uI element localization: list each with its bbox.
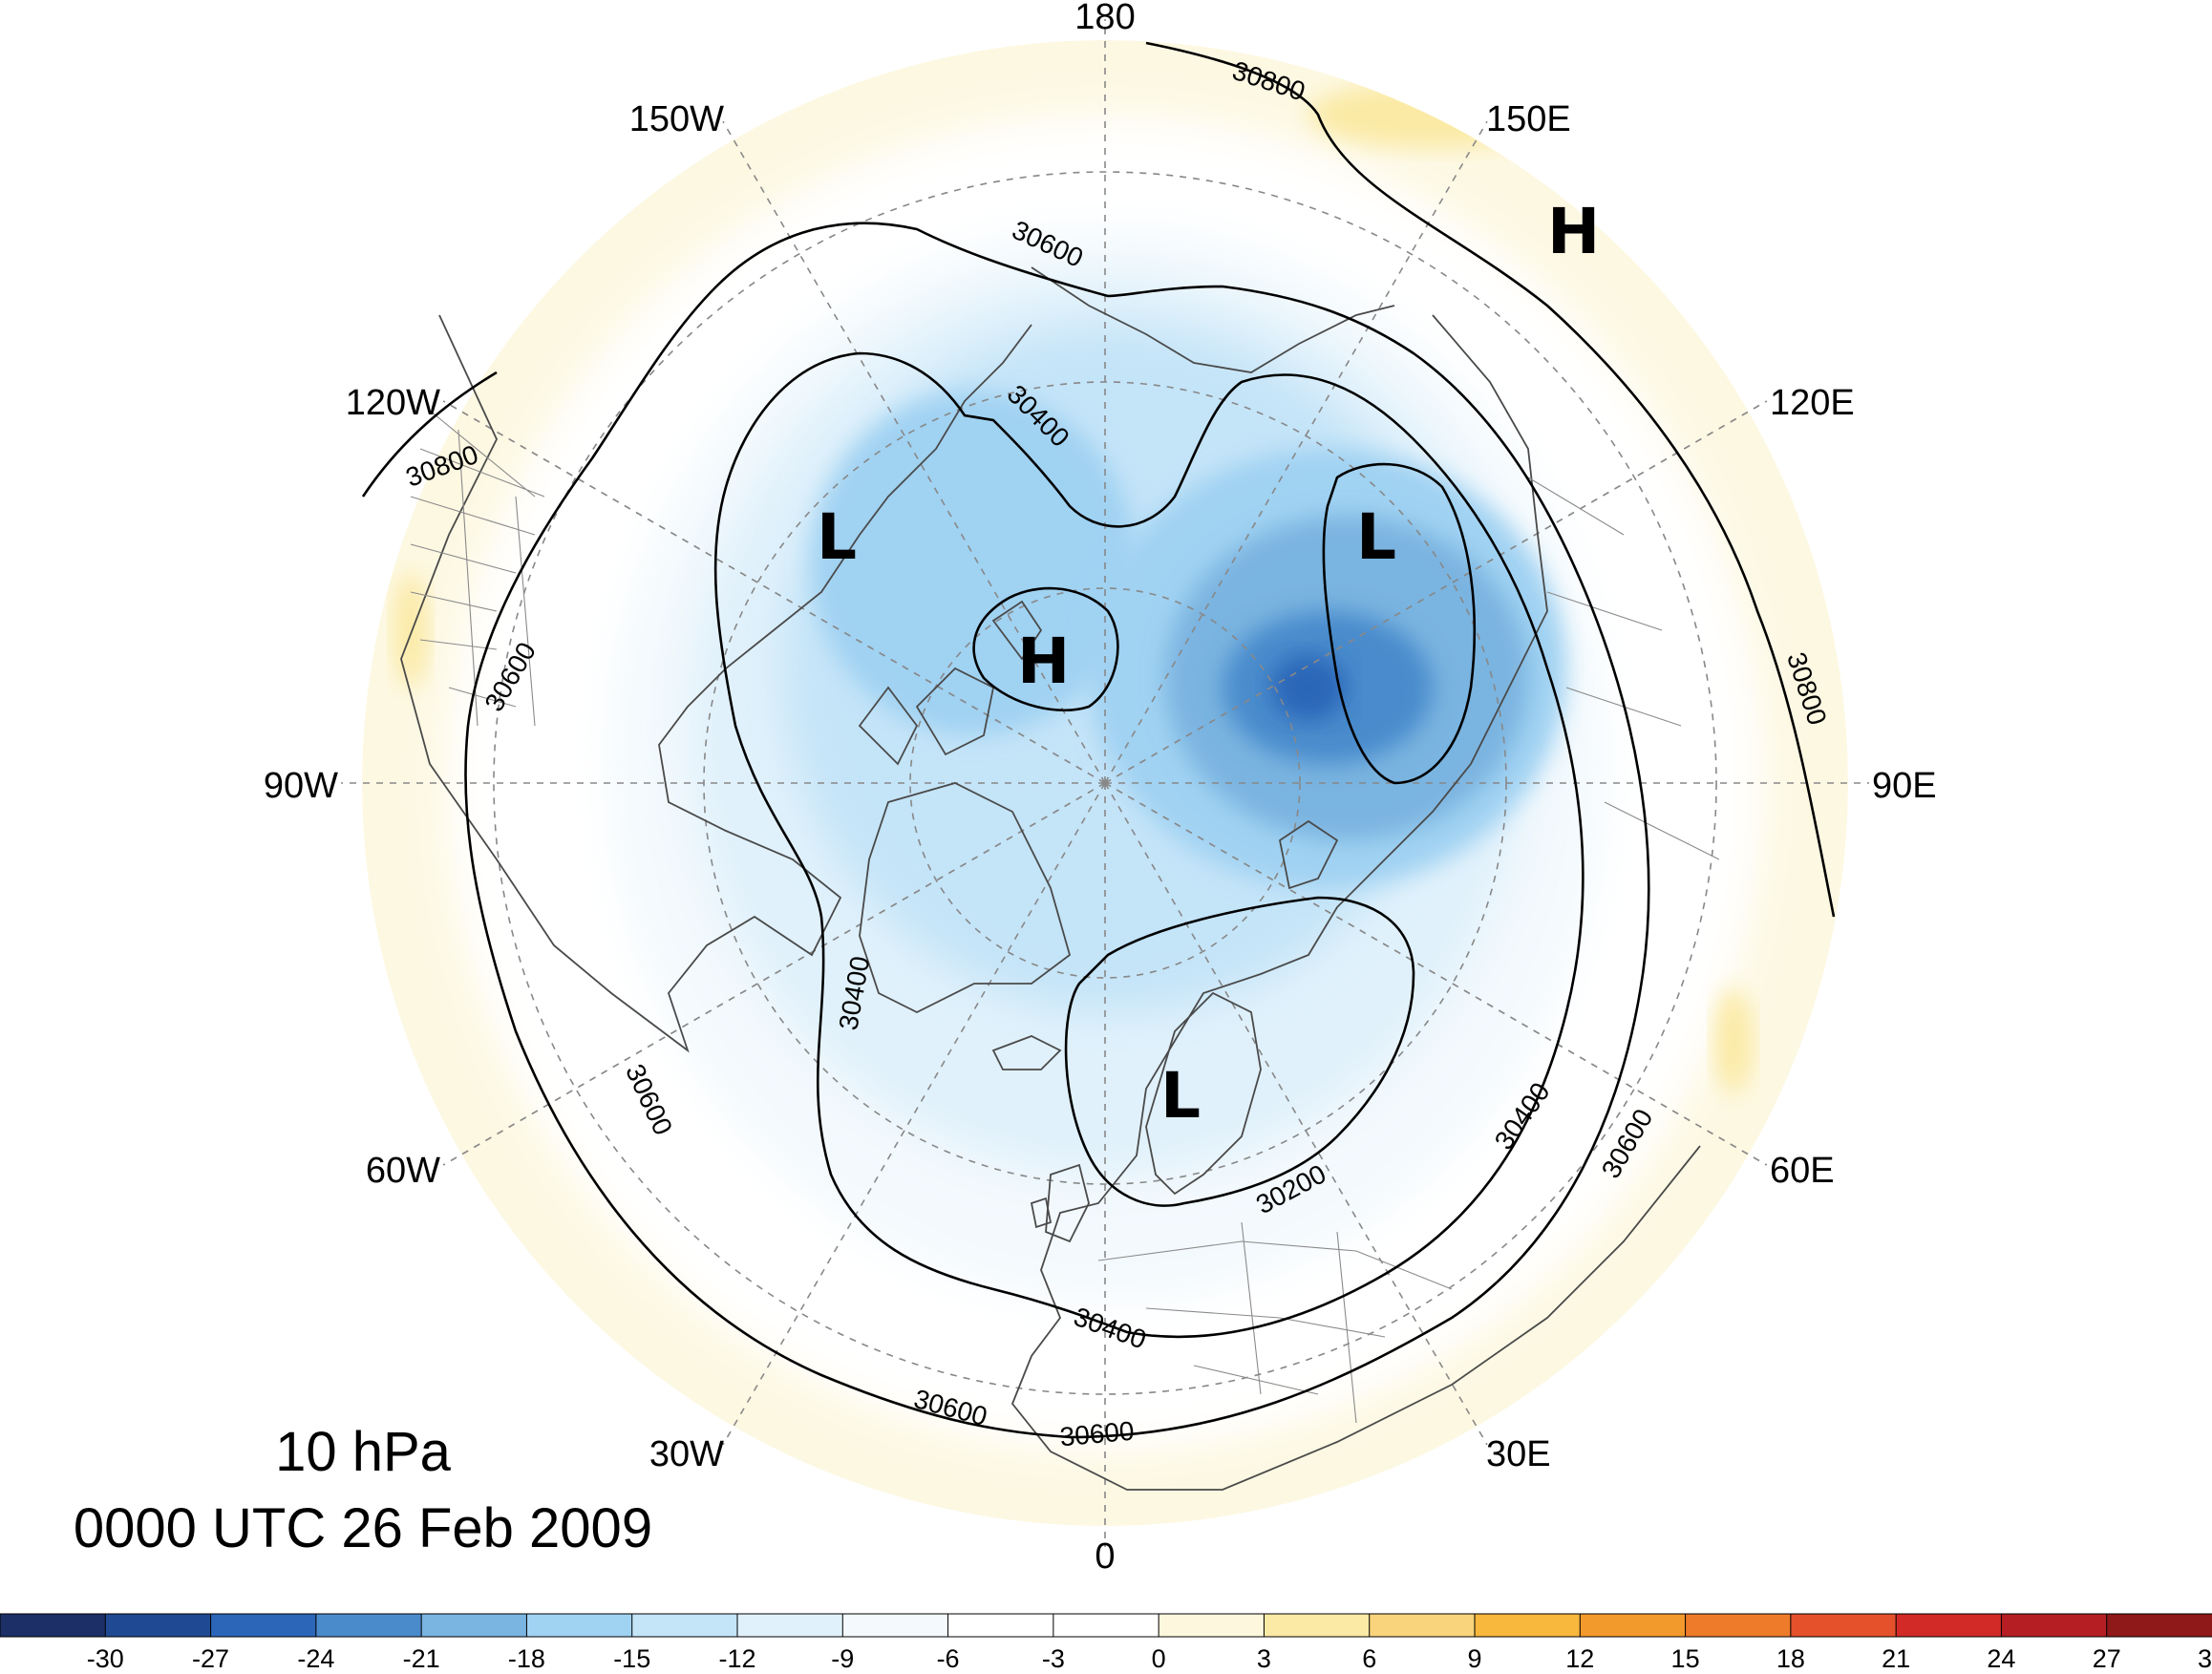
colorbar-tick-label: 3	[1257, 1644, 1271, 1673]
colorbar-swatch	[1263, 1613, 1371, 1638]
colorbar-swatch	[104, 1613, 212, 1638]
colorbar-tick-label: 24	[1987, 1644, 2015, 1673]
coastlines	[400, 266, 1701, 1491]
lon-label-90e: 90E	[1872, 766, 1937, 806]
colorbar-swatch	[1369, 1613, 1476, 1638]
colorbar-tick-label: 21	[1882, 1644, 1910, 1673]
colorbar-swatch	[2000, 1613, 2108, 1638]
colorbar-tick-label: 0	[1152, 1644, 1166, 1673]
colorbar-swatch	[1685, 1613, 1792, 1638]
lon-label-150w: 150W	[629, 99, 724, 139]
colorbar-tick-label: 9	[1467, 1644, 1481, 1673]
lon-label-0: 0	[1095, 1536, 1115, 1577]
pressure-center-low-alaska: L	[817, 500, 857, 574]
colorbar-tick-label: -15	[613, 1644, 650, 1673]
colorbar-swatch	[1790, 1613, 1898, 1638]
lon-label-60e: 60E	[1770, 1151, 1835, 1191]
colorbar-tick-label: 12	[1565, 1644, 1594, 1673]
colorbar-swatch	[315, 1613, 423, 1638]
lon-label-180: 180	[1074, 0, 1135, 37]
colorbar-swatch	[1474, 1613, 1582, 1638]
colorbar-swatch	[1053, 1613, 1160, 1638]
lon-label-30w: 30W	[649, 1434, 724, 1474]
contour-label: 30600	[1058, 1416, 1135, 1452]
north-pole-marker	[1101, 779, 1109, 787]
colorbar-swatch	[841, 1613, 949, 1638]
colorbar-swatch	[1895, 1613, 2003, 1638]
lon-label-90w: 90W	[264, 766, 338, 806]
colorbar-swatch	[736, 1613, 844, 1638]
colorbar-tick-label: -6	[937, 1644, 960, 1673]
colorbar-tick-label: -24	[297, 1644, 334, 1673]
colorbar: -30 -27 -24 -21 -18 -15 -12 -9 -6 -3 0 3 6 9 12 15 18 21 2…	[0, 1613, 2212, 1673]
pressure-center-high-arctic: H	[1017, 625, 1070, 698]
colorbar-tick-label: 6	[1362, 1644, 1376, 1673]
colorbar-tick-label: -3	[1042, 1644, 1065, 1673]
longitude-labels: 180 150E 120E 90E 60E 30E 0 30W 60W 90W …	[264, 0, 1937, 1577]
pressure-centers: H L H L L	[817, 195, 1600, 1133]
colorbar-swatch	[631, 1613, 739, 1638]
colorbar-swatch	[420, 1613, 528, 1638]
height-contours	[361, 41, 1836, 1439]
pressure-center-low-scandinavia: L	[1160, 1059, 1201, 1133]
lon-label-120e: 120E	[1770, 383, 1855, 423]
colorbar-swatch	[1579, 1613, 1687, 1638]
colorbar-tick-label: -12	[718, 1644, 755, 1673]
colorbar-swatch	[210, 1613, 317, 1638]
lon-label-30e: 30E	[1486, 1434, 1551, 1474]
colorbar-tick-label: -30	[87, 1644, 124, 1673]
colorbar-tick-label: -18	[508, 1644, 545, 1673]
colorbar-swatch	[0, 1613, 107, 1638]
colorbar-swatch	[525, 1613, 633, 1638]
colorbar-swatch	[2106, 1613, 2212, 1638]
lon-label-60w: 60W	[366, 1151, 440, 1191]
pressure-level-title: 10 hPa	[275, 1421, 452, 1483]
political-boundaries	[410, 410, 1720, 1424]
lon-label-120w: 120W	[346, 383, 440, 423]
colorbar-tick-label: 27	[2093, 1644, 2121, 1673]
colorbar-tick-label: 15	[1671, 1644, 1700, 1673]
colorbar-tick-label: -21	[403, 1644, 440, 1673]
lon-label-150e: 150E	[1486, 99, 1571, 139]
pressure-center-low-siberia: L	[1356, 500, 1396, 574]
colorbar-swatch	[947, 1613, 1054, 1638]
colorbar-tick-label: 30	[2198, 1644, 2212, 1673]
colorbar-swatch	[1158, 1613, 1266, 1638]
colorbar-tick-label: -27	[192, 1644, 229, 1673]
pressure-center-high-east-siberia: H	[1547, 195, 1600, 268]
colorbar-tick-label: -9	[831, 1644, 854, 1673]
datetime-title: 0000 UTC 26 Feb 2009	[74, 1497, 652, 1559]
colorbar-tick-label: 18	[1776, 1644, 1805, 1673]
